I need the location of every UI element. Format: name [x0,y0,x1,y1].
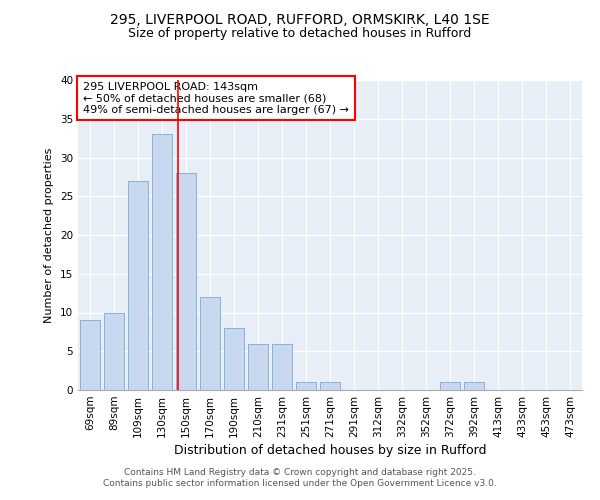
Text: Contains HM Land Registry data © Crown copyright and database right 2025.
Contai: Contains HM Land Registry data © Crown c… [103,468,497,487]
Bar [272,344,292,390]
Bar [80,320,100,390]
Bar [176,173,196,390]
Bar [200,297,220,390]
X-axis label: Distribution of detached houses by size in Rufford: Distribution of detached houses by size … [174,444,486,457]
Text: 295 LIVERPOOL ROAD: 143sqm
← 50% of detached houses are smaller (68)
49% of semi: 295 LIVERPOOL ROAD: 143sqm ← 50% of deta… [83,82,349,115]
Y-axis label: Number of detached properties: Number of detached properties [44,148,55,322]
Bar [248,344,268,390]
Bar [224,328,244,390]
Text: Size of property relative to detached houses in Rufford: Size of property relative to detached ho… [128,28,472,40]
Bar [296,382,316,390]
Bar [152,134,172,390]
Text: 295, LIVERPOOL ROAD, RUFFORD, ORMSKIRK, L40 1SE: 295, LIVERPOOL ROAD, RUFFORD, ORMSKIRK, … [110,12,490,26]
Bar [320,382,340,390]
Bar [128,180,148,390]
Bar [104,312,124,390]
Bar [464,382,484,390]
Bar [440,382,460,390]
